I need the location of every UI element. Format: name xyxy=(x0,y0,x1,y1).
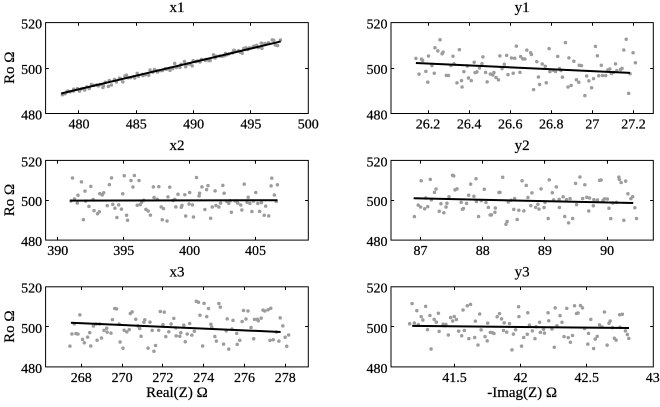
svg-text:500: 500 xyxy=(367,195,388,210)
svg-text:480: 480 xyxy=(367,235,388,250)
svg-text:520: 520 xyxy=(21,155,42,170)
svg-text:Ro Ω: Ro Ω xyxy=(2,52,18,84)
svg-text:-Imag(Z) Ω: -Imag(Z) Ω xyxy=(487,385,557,401)
svg-text:43: 43 xyxy=(646,371,660,386)
svg-text:480: 480 xyxy=(21,108,42,123)
svg-text:500: 500 xyxy=(21,195,42,210)
svg-text:42: 42 xyxy=(514,371,528,386)
svg-text:42.5: 42.5 xyxy=(574,371,599,386)
svg-text:90: 90 xyxy=(600,244,614,259)
svg-text:27: 27 xyxy=(585,118,599,133)
svg-text:500: 500 xyxy=(367,322,388,337)
svg-text:87: 87 xyxy=(414,244,428,259)
svg-text:278: 278 xyxy=(275,371,296,386)
svg-text:88: 88 xyxy=(476,244,490,259)
svg-text:26.6: 26.6 xyxy=(498,118,523,133)
svg-text:270: 270 xyxy=(112,371,133,386)
svg-text:x3: x3 xyxy=(169,264,184,280)
svg-text:520: 520 xyxy=(367,282,388,297)
svg-text:274: 274 xyxy=(193,371,214,386)
svg-text:480: 480 xyxy=(21,362,42,377)
svg-text:490: 490 xyxy=(183,118,204,133)
svg-text:395: 395 xyxy=(113,244,134,259)
svg-text:26.4: 26.4 xyxy=(457,118,482,133)
svg-text:480: 480 xyxy=(21,235,42,250)
svg-text:26.2: 26.2 xyxy=(416,118,441,133)
svg-text:Ro Ω: Ro Ω xyxy=(2,184,18,216)
svg-text:480: 480 xyxy=(367,362,388,377)
svg-text:500: 500 xyxy=(298,118,319,133)
svg-text:480: 480 xyxy=(69,118,90,133)
svg-text:41.5: 41.5 xyxy=(442,371,467,386)
svg-text:520: 520 xyxy=(21,18,42,33)
svg-text:500: 500 xyxy=(21,63,42,78)
svg-text:y3: y3 xyxy=(515,264,530,280)
svg-text:485: 485 xyxy=(126,118,147,133)
svg-text:520: 520 xyxy=(367,18,388,33)
svg-text:405: 405 xyxy=(245,244,266,259)
svg-text:x1: x1 xyxy=(169,0,184,16)
svg-text:500: 500 xyxy=(21,322,42,337)
svg-text:x2: x2 xyxy=(169,138,184,154)
svg-text:Real(Z) Ω: Real(Z) Ω xyxy=(146,385,208,401)
svg-text:400: 400 xyxy=(179,244,200,259)
svg-text:390: 390 xyxy=(47,244,68,259)
svg-text:480: 480 xyxy=(367,108,388,123)
svg-text:520: 520 xyxy=(21,282,42,297)
svg-text:276: 276 xyxy=(234,371,255,386)
svg-text:26.8: 26.8 xyxy=(539,118,564,133)
svg-text:495: 495 xyxy=(240,118,261,133)
svg-text:520: 520 xyxy=(367,155,388,170)
svg-text:500: 500 xyxy=(367,63,388,78)
svg-text:y2: y2 xyxy=(515,138,530,154)
svg-text:Ro Ω: Ro Ω xyxy=(2,310,18,342)
svg-text:27.2: 27.2 xyxy=(621,118,646,133)
svg-text:268: 268 xyxy=(71,371,92,386)
svg-text:272: 272 xyxy=(152,371,173,386)
svg-text:y1: y1 xyxy=(515,0,530,16)
svg-text:89: 89 xyxy=(538,244,552,259)
